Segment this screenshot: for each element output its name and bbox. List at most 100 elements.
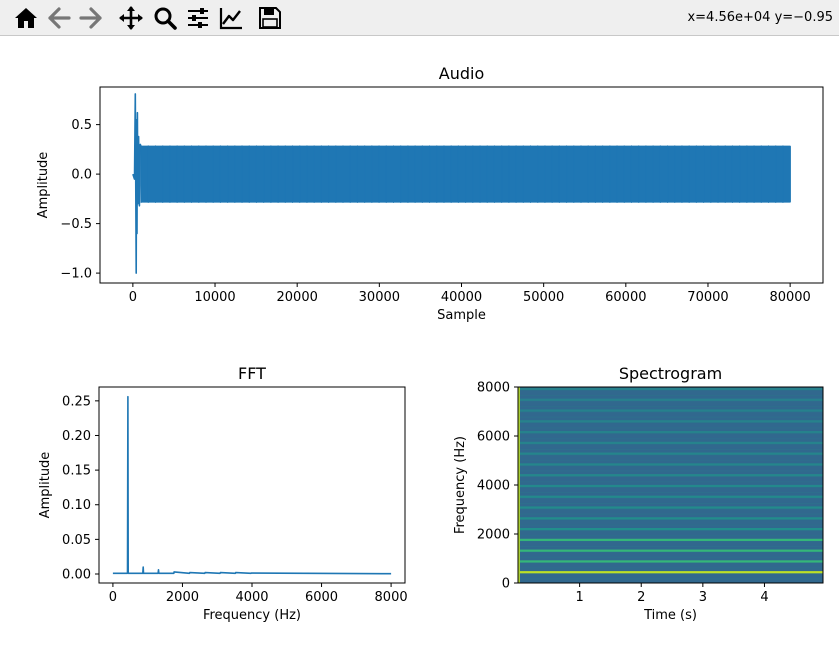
spectrogram-harmonic-band [519,387,823,391]
fft-line-series [112,395,392,575]
forward-button[interactable] [76,3,106,33]
spectrogram-harmonic-band [519,452,823,455]
fft-title: FFT [238,364,266,383]
fft-y-label: Amplitude [38,452,53,519]
x-tick-label: 30000 [359,290,400,305]
edit-axis-button[interactable] [216,3,246,33]
spectrogram-noise-band [518,519,823,521]
x-tick-label: 70000 [687,290,728,305]
spectrogram-noise-band [518,567,823,569]
audio-title: Audio [439,64,484,83]
spectrogram-noise-band [518,540,823,542]
y-tick-label: 0.25 [62,394,91,409]
spectrogram-noise-band [518,448,823,450]
audio-x-label: Sample [437,308,486,323]
fft-x-label: Frequency (Hz) [203,608,301,623]
spectrogram-y-label: Frequency (Hz) [453,436,468,534]
x-tick-label: 1 [575,590,583,605]
y-tick-label: 0.15 [62,464,91,479]
fft-axes: 0 2000 4000 6000 8000 0.00 0.05 0.10 0.15 0.20 0.2… [38,364,408,623]
y-tick-label: 6000 [477,430,510,445]
fft-plot-area [112,395,392,575]
y-tick-label: 8000 [477,381,510,396]
y-tick-label: 2000 [477,528,510,543]
spectrogram-harmonic-band [519,506,823,509]
x-tick-label: 4 [760,590,768,605]
spectrogram-noise-band [518,475,823,477]
spectrogram-noise-band [518,416,823,418]
home-button[interactable] [11,3,41,33]
pan-button[interactable] [116,3,146,33]
spectrogram-harmonic-band [519,549,823,552]
spectrogram-noise-band [518,470,823,472]
home-icon [15,8,37,28]
spectrogram-noise-band [518,502,823,504]
spectrogram-noise-band [518,572,823,574]
x-tick-label: 0 [129,290,137,305]
spectrogram-x-label: Time (s) [643,608,697,623]
spectrogram-noise-band [518,454,823,456]
x-tick-label: 6000 [305,590,338,605]
spectrogram-noise-band [518,524,823,526]
save-button[interactable] [255,3,285,33]
pan-icon [119,6,143,30]
spectrogram-harmonic-band [519,495,823,498]
zoom-button[interactable] [150,3,180,33]
x-tick-label: 2000 [166,590,199,605]
spectrogram-noise-band [518,395,823,397]
spectrogram-harmonic-band [519,409,823,412]
y-tick-label: −0.5 [60,217,92,232]
spectrogram-onset-column [518,387,520,583]
spectrogram-harmonic-band [519,430,823,434]
spectrogram-noise-band [518,432,823,434]
y-tick-label: 0.10 [62,498,91,513]
spectrogram-noise-band [518,551,823,553]
x-tick-label: 10000 [194,290,235,305]
spectrogram-noise-band [518,465,823,467]
spectrogram-noise-band [518,411,823,413]
x-tick-label: 4000 [235,590,268,605]
spectrogram-noise-band [518,529,823,531]
spectrogram-title: Spectrogram [619,364,722,383]
cursor-coordinates: x=4.56e+04 y=−0.95 [687,10,833,25]
spectrogram-harmonic-band [519,484,823,488]
edit-axis-icon [219,8,242,30]
zoom-icon [154,7,177,30]
x-tick-label: 80000 [769,290,810,305]
x-tick-label: 60000 [605,290,646,305]
spectrogram-noise-band [518,438,823,440]
spectrogram-noise-band [518,546,823,548]
configure-subplots-button[interactable] [183,3,213,33]
spectrogram-noise-band [518,556,823,558]
spectrogram-noise-band [518,486,823,488]
spectrogram-harmonic-band [519,517,823,520]
spectrogram-noise-band [518,459,823,461]
back-icon [48,7,71,29]
x-tick-label: 2 [637,590,645,605]
spectrogram-harmonic-band [519,560,823,563]
spectrogram-noise-band [518,405,823,407]
toolbar: x=4.56e+04 y=−0.95 [0,0,839,36]
x-tick-label: 8000 [375,590,408,605]
save-icon [259,7,281,29]
back-button[interactable] [44,3,74,33]
spectrogram-noise-band [518,422,823,424]
spectrogram-harmonic-band [519,571,823,574]
spectrogram-noise-band [518,508,823,510]
y-tick-label: 0.00 [62,567,91,582]
spectrogram-harmonic-band [519,474,823,477]
x-tick-label: 50000 [523,290,564,305]
spectrogram-noise-band [518,443,823,445]
spectrogram-noise-band [518,497,823,499]
y-tick-label: 0.5 [71,118,92,133]
audio-axes: 0 10000 20000 30000 40000 50000 60000 70000 8000… [36,64,824,323]
y-tick-label: 0.05 [62,533,91,548]
audio-y-label: Amplitude [36,152,51,219]
y-tick-label: 0.0 [71,168,92,183]
figure-canvas[interactable]: 0 10000 20000 30000 40000 50000 60000 70000 8000… [0,37,839,657]
x-tick-label: 20000 [277,290,318,305]
spectrogram-noise-band [518,535,823,537]
fft-spines [98,386,406,584]
y-tick-label: 4000 [477,479,510,494]
spectrogram-harmonic-band [519,441,823,444]
